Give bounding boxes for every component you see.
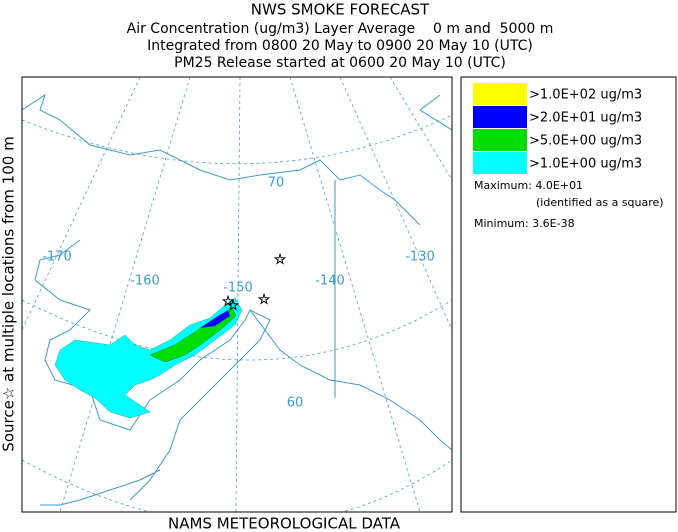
legend-max-note: (identified as a square) — [536, 196, 664, 209]
title: NWS SMOKE FORECAST — [251, 1, 430, 19]
grid-label: -150 — [223, 281, 253, 296]
map: ☆ ☆ ☆ ☆ — [21, 76, 453, 513]
graticule — [22, 77, 452, 512]
subtitle: Air Concentration (ug/m3) Layer Average … — [127, 21, 554, 37]
legend-label: >2.0E+01 ug/m3 — [529, 111, 642, 126]
legend-label: >5.0E+00 ug/m3 — [529, 134, 642, 149]
coastline — [22, 93, 452, 506]
subtitle: Integrated from 0800 20 May to 0900 20 M… — [147, 38, 533, 54]
svg-text:☆: ☆ — [227, 298, 240, 314]
legend-max: Maximum: 4.0E+01 — [474, 179, 583, 192]
subtitle: PM25 Release started at 0600 20 May 10 (… — [174, 55, 506, 71]
source-markers: ☆ ☆ ☆ ☆ — [221, 252, 287, 315]
map-frame — [21, 76, 453, 513]
legend-swatch — [473, 106, 527, 128]
grid-label: -160 — [130, 274, 160, 289]
legend-swatch — [473, 129, 527, 151]
grid-label: -170 — [42, 250, 72, 265]
svg-text:☆: ☆ — [222, 294, 235, 310]
legend-frame — [460, 76, 677, 513]
legend-label: >1.0E+02 ug/m3 — [529, 88, 642, 103]
legend-swatch — [473, 83, 527, 105]
grid-label: 60 — [287, 396, 304, 411]
legend-swatch — [473, 152, 527, 174]
side-text: Source☆ at multiple locations from 100 m — [0, 136, 18, 451]
legend-min: Minimum: 3.6E-38 — [474, 217, 575, 230]
grid-label: -140 — [315, 274, 345, 289]
grid-label: 70 — [268, 176, 285, 191]
grid-label: -130 — [405, 250, 435, 265]
smoke-plume — [54, 297, 243, 419]
svg-text:☆: ☆ — [274, 252, 287, 268]
footer: NAMS METEOROLOGICAL DATA — [168, 515, 401, 532]
svg-text:☆: ☆ — [258, 292, 271, 308]
legend-label: >1.0E+00 ug/m3 — [529, 157, 642, 172]
